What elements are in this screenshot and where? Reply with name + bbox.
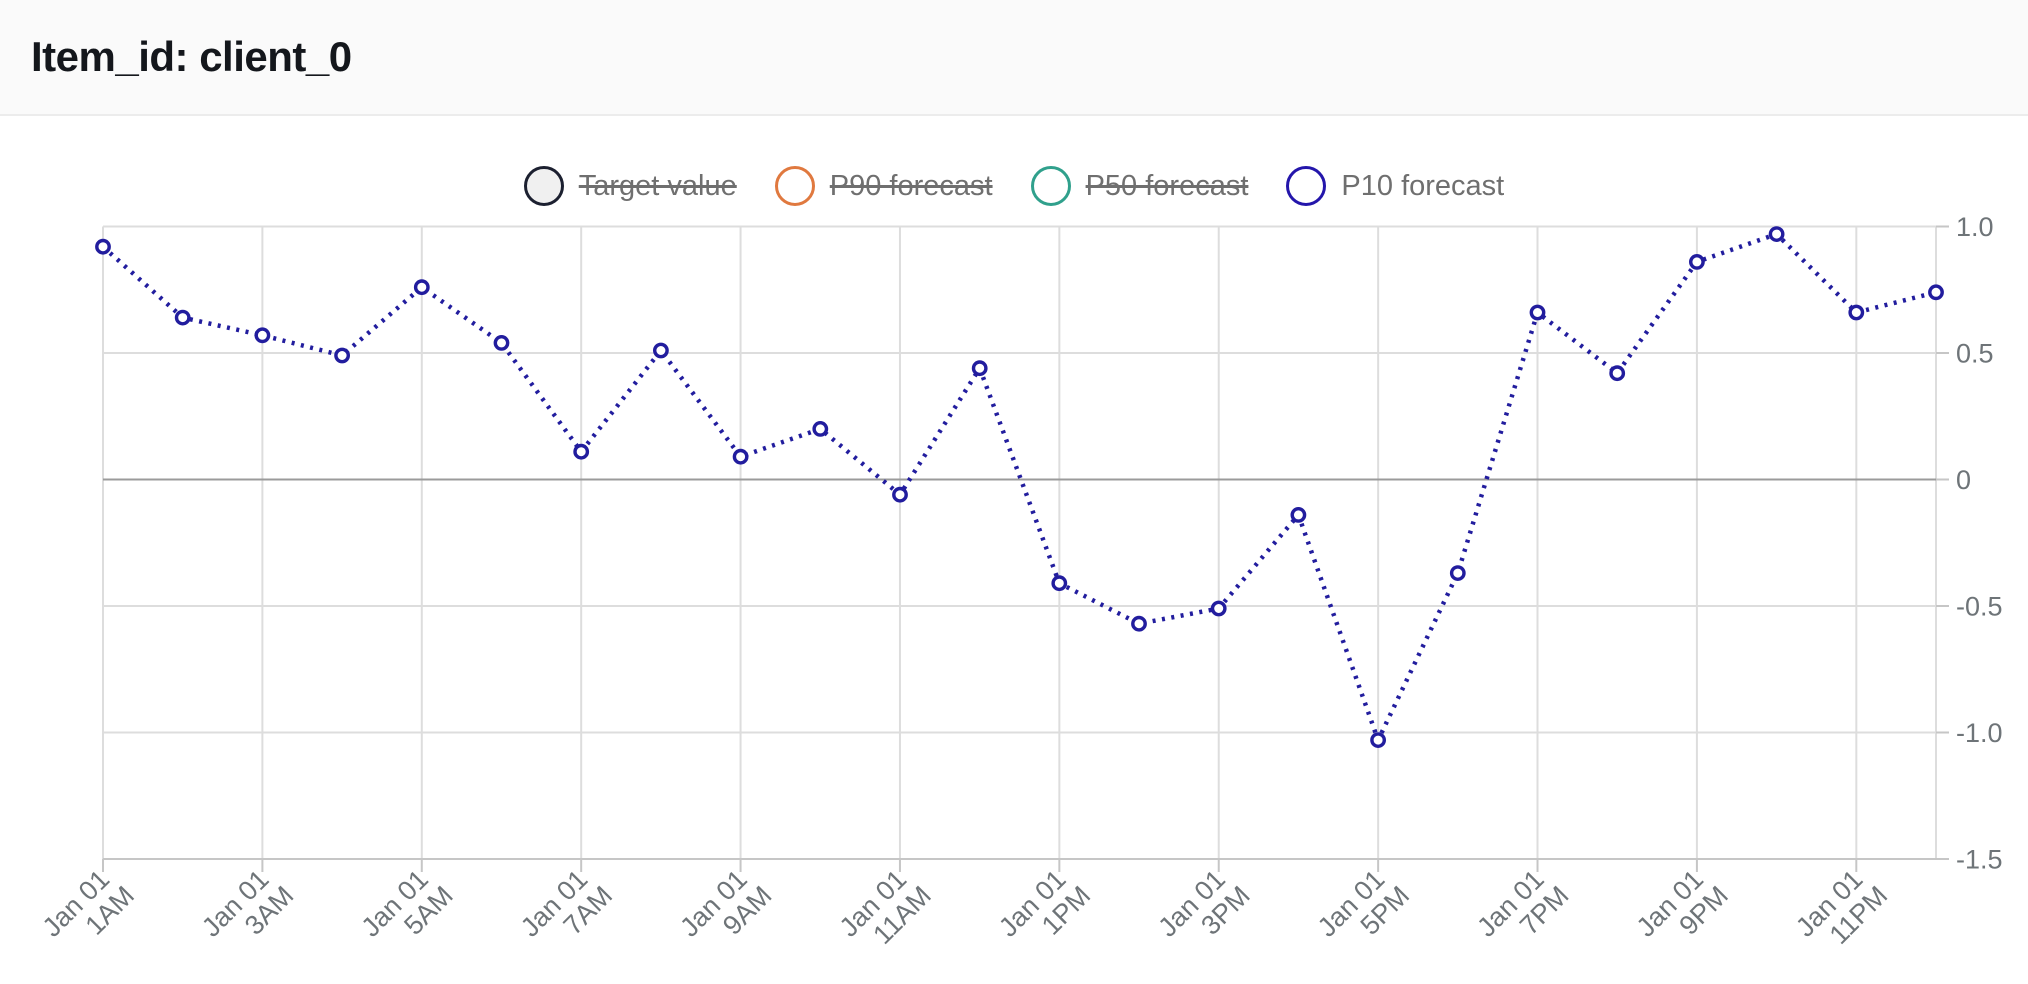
data-point-marker[interactable] [1051, 575, 1068, 592]
legend-swatch-icon-p90-forecast [774, 166, 815, 206]
y-tick-label: 1.0 [1956, 212, 1994, 242]
chart-legend: Target value P90 forecast P50 forecast P10 … [0, 166, 2028, 206]
x-tick-label: Jan 0111PM [1790, 860, 1893, 963]
x-tick-label: Jan 019AM [674, 860, 777, 963]
x-tick-label: Jan 015AM [355, 860, 458, 963]
data-point-marker[interactable] [892, 486, 908, 503]
data-point-marker[interactable] [812, 420, 829, 437]
data-point-marker[interactable] [1609, 365, 1626, 382]
legend-item-p10-forecast[interactable]: P10 forecast [1286, 166, 1504, 206]
forecast-chart[interactable]: Jan 011AM Jan 013AM Jan 015AM Jan 017AM Jan … [0, 116, 2028, 982]
data-point-marker[interactable] [1210, 600, 1227, 617]
legend-swatch-icon-p10-forecast [1286, 166, 1327, 206]
y-tick-label: 0 [1956, 465, 1971, 495]
legend-label-target-value: Target value [578, 169, 737, 202]
x-tick-label: Jan 013AM [196, 860, 299, 963]
panel-header: Item_id: client_0 [0, 0, 2028, 116]
data-point-marker[interactable] [653, 342, 669, 359]
data-point-marker[interactable] [1928, 284, 1944, 301]
x-tick-label-text: Jan 013PM [1152, 860, 1255, 963]
legend-item-target-value[interactable]: Target value [523, 166, 737, 206]
p10-forecast-line [101, 231, 1937, 746]
x-tick-label: Jan 013PM [1152, 860, 1255, 963]
x-tick-label-text: Jan 015PM [1312, 860, 1415, 963]
x-tick-label-text: Jan 015AM [355, 860, 458, 963]
y-tick-label: -1.0 [1956, 718, 2003, 748]
x-tick-label: Jan 011AM [37, 860, 140, 963]
x-tick-label-text: Jan 019AM [674, 860, 777, 963]
legend-item-p90-forecast[interactable]: P90 forecast [774, 166, 993, 206]
data-point-marker[interactable] [493, 334, 510, 351]
y-tick-label: -1.5 [1956, 845, 2003, 875]
forecast-chart-panel: Jan 011AM Jan 013AM Jan 015AM Jan 017AM Jan … [0, 116, 2028, 982]
data-point-marker[interactable] [334, 347, 350, 364]
x-tick-label-text: Jan 017AM [515, 860, 618, 963]
data-point-marker[interactable] [1529, 304, 1546, 321]
x-tick-label-text: Jan 011AM [37, 860, 140, 963]
data-point-marker[interactable] [1768, 226, 1785, 243]
x-tick-label-text: Jan 017PM [1471, 860, 1574, 963]
x-tick-label-text: Jan 011PM [993, 860, 1096, 963]
x-tick-label-text: Jan 013AM [196, 860, 299, 963]
data-point-marker[interactable] [1449, 565, 1466, 581]
legend-swatch-icon-p50-forecast [1030, 166, 1071, 206]
data-point-marker[interactable] [732, 448, 749, 465]
x-tick-label: Jan 0111AM [834, 860, 937, 963]
page-title: Item_id: client_0 [31, 33, 352, 80]
data-point-marker[interactable] [971, 360, 988, 377]
data-point-marker[interactable] [413, 279, 430, 296]
y-tick-label: 0.5 [1956, 339, 1994, 369]
x-tick-label: Jan 011PM [993, 860, 1096, 963]
legend-item-p50-forecast[interactable]: P50 forecast [1030, 166, 1249, 206]
data-point-marker[interactable] [1689, 253, 1705, 270]
legend-label-p90-forecast: P90 forecast [829, 169, 993, 202]
x-tick-label-text: Jan 0111PM [1790, 860, 1893, 963]
data-point-marker[interactable] [1848, 304, 1865, 321]
data-point-marker[interactable] [1370, 732, 1387, 748]
data-point-marker[interactable] [1290, 506, 1307, 523]
x-tick-label: Jan 017PM [1471, 860, 1574, 963]
x-tick-label: Jan 017AM [515, 860, 618, 963]
data-point-marker[interactable] [174, 309, 191, 326]
y-tick-label: -0.5 [1956, 592, 2003, 622]
legend-label-p50-forecast: P50 forecast [1085, 169, 1249, 202]
x-tick-label-text: Jan 019PM [1631, 860, 1734, 963]
legend-swatch-icon-target-value [523, 166, 564, 206]
x-tick-label-text: Jan 0111AM [834, 860, 937, 963]
data-point-marker[interactable] [95, 238, 111, 255]
legend-label-p10-forecast: P10 forecast [1341, 169, 1505, 202]
data-point-marker[interactable] [1131, 615, 1147, 632]
x-tick-label: Jan 019PM [1631, 860, 1734, 963]
data-point-marker[interactable] [254, 327, 271, 344]
data-point-marker[interactable] [573, 443, 590, 460]
x-tick-label: Jan 015PM [1312, 860, 1415, 963]
